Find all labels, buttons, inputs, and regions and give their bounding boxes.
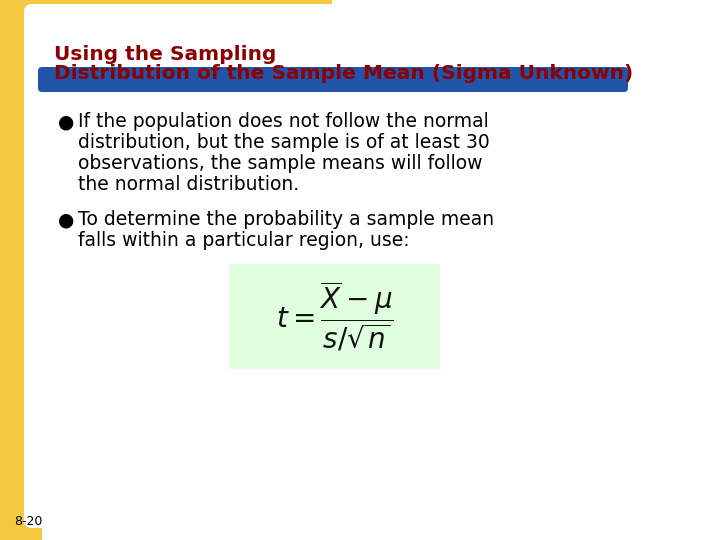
Text: 8-20: 8-20 <box>14 515 42 528</box>
Text: falls within a particular region, use:: falls within a particular region, use: <box>78 231 410 250</box>
Text: ●: ● <box>58 210 74 229</box>
Text: observations, the sample means will follow: observations, the sample means will foll… <box>78 154 482 173</box>
Text: the normal distribution.: the normal distribution. <box>78 175 299 194</box>
Bar <box>0 0 42 540</box>
Text: ●: ● <box>58 112 74 131</box>
Text: If the population does not follow the normal: If the population does not follow the no… <box>78 112 489 131</box>
Text: distribution, but the sample is of at least 30: distribution, but the sample is of at le… <box>78 133 490 152</box>
FancyBboxPatch shape <box>0 0 332 92</box>
Text: To determine the probability a sample mean: To determine the probability a sample me… <box>78 210 494 229</box>
Text: Distribution of the Sample Mean (Sigma Unknown): Distribution of the Sample Mean (Sigma U… <box>54 64 634 83</box>
FancyBboxPatch shape <box>38 67 628 92</box>
Text: $\mathit{t} = \dfrac{\overline{X} - \mu}{\mathit{s}/\sqrt{\mathit{n}}}$: $\mathit{t} = \dfrac{\overline{X} - \mu}… <box>276 280 394 353</box>
Bar <box>230 264 440 369</box>
FancyBboxPatch shape <box>24 4 718 528</box>
Text: Using the Sampling: Using the Sampling <box>54 45 276 64</box>
